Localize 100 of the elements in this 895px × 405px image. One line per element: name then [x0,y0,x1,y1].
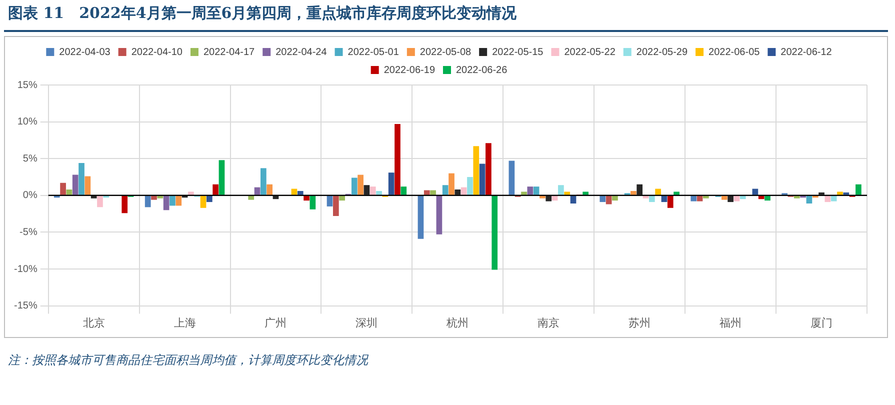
bar [60,182,66,195]
bar [122,196,128,214]
bar [351,178,358,195]
bar [304,196,310,201]
bar [218,160,225,195]
bar [552,196,558,201]
bar [206,196,212,202]
bar [661,196,668,202]
legend-label: 2022-04-17 [203,46,256,58]
bar [188,192,194,195]
bar [467,177,473,195]
legend-label: 2022-06-19 [384,64,436,76]
bar [703,196,709,198]
bar [460,187,467,195]
bar [521,192,527,195]
bar [752,188,758,195]
bar [66,190,72,195]
bar [200,196,206,208]
bar [170,196,176,206]
bar [533,186,540,195]
bar [564,192,570,195]
bar [824,196,831,202]
y-tick-label: 0% [22,190,38,202]
x-tick-label: 广州 [264,316,287,330]
bar [248,196,254,200]
bar [630,190,636,195]
bar [648,196,655,202]
legend-label: 2022-05-29 [636,46,688,58]
bar [448,173,454,195]
legend-label: 2022-05-01 [348,46,400,58]
bar [84,176,91,195]
legend-label: 2022-05-08 [420,46,472,58]
bar [486,143,492,195]
bar [144,196,151,208]
bar [90,196,97,198]
bar [843,192,850,195]
bar [326,196,333,206]
bar [655,188,661,195]
bar [830,196,837,202]
bar [674,192,680,195]
x-tick-label: 厦门 [810,316,833,330]
bar [856,184,862,195]
y-tick-label: 5% [22,153,38,164]
bar [310,196,316,210]
bar [72,174,78,195]
bar [612,196,618,201]
y-tick-label: -10% [14,264,38,275]
bar [454,190,461,195]
y-tick-label: 15% [17,80,38,91]
bar [728,196,734,202]
bar [636,184,643,195]
bar [442,185,448,195]
bar [558,185,564,195]
bar [540,196,546,198]
bar [600,196,606,202]
legend-label: 2022-06-12 [780,46,832,58]
bar [430,190,436,195]
bar [806,196,812,204]
legend-label: 2022-06-05 [708,46,760,58]
bar [508,160,515,195]
legend-label: 2022-05-22 [564,46,616,58]
bar [740,196,746,200]
bar [418,196,424,239]
bar [297,190,304,195]
chart-title: 图表 11 2022年4月第一周至6月第四周，重点城市库存周度环比变动情况 [8,4,517,23]
bar [176,196,182,206]
bar [758,196,764,200]
legend-label: 2022-04-10 [131,46,183,58]
bar [527,186,534,195]
x-tick-label: 苏州 [628,316,651,330]
bar [212,184,218,195]
x-tick-label: 深圳 [356,316,378,330]
x-tick-label: 南京 [538,316,560,330]
bar [696,196,703,202]
bar [388,172,394,195]
bar [667,196,674,208]
bar [642,196,649,198]
bar [157,196,164,198]
bar [818,192,824,195]
bar [260,168,266,195]
bar [376,190,382,195]
bar [690,196,697,202]
bar [394,124,400,195]
bar [370,186,376,195]
bar [151,196,157,200]
x-tick-label: 福州 [720,316,742,330]
bar [546,196,552,202]
bar [400,186,407,195]
bar [582,192,589,195]
bar [163,196,170,210]
bar [721,196,728,200]
bar [333,196,339,216]
bar [479,164,486,195]
bar [364,185,370,195]
bar [794,196,800,198]
bar [837,192,843,195]
bar [291,188,298,195]
x-tick-label: 上海 [174,316,196,330]
y-tick-label: -5% [20,226,38,238]
bar [78,163,84,195]
